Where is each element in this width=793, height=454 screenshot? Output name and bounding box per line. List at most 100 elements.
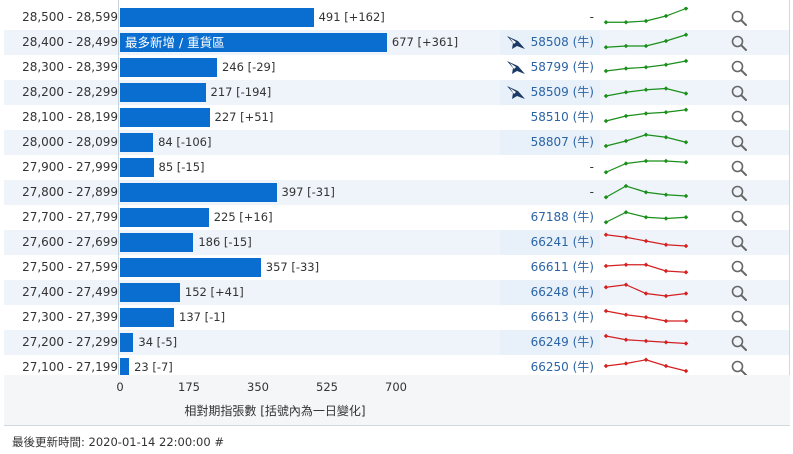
sparkline-point <box>603 219 609 225</box>
magnifier-icon[interactable] <box>731 60 747 76</box>
sparkline-point <box>623 312 629 318</box>
warrant-link[interactable]: 58807 (牛) <box>530 135 594 149</box>
bar-cell: 491 [+162] <box>120 5 500 30</box>
sparkline <box>603 232 689 249</box>
price-range-label: 28,200 - 28,299 <box>22 85 118 99</box>
sparkline-point <box>663 38 669 44</box>
warrant-cell: 58509 (牛) <box>500 80 600 105</box>
magnifier-icon[interactable] <box>731 335 747 351</box>
sparkline-point <box>683 341 689 346</box>
price-range-label: 27,400 - 27,499 <box>22 285 118 299</box>
warrant-link[interactable]: 66611 (牛) <box>530 260 594 274</box>
bar-value-label: 85 [-15] <box>158 160 205 174</box>
x-axis <box>4 375 790 425</box>
x-tick-label: 175 <box>178 380 200 394</box>
sparkline-point <box>603 118 609 124</box>
sparkline-point <box>643 338 649 344</box>
bar-cell: 85 [-15] <box>120 155 500 180</box>
magnifier-icon[interactable] <box>731 10 747 26</box>
sparkline-point <box>683 107 689 113</box>
bar <box>120 58 217 77</box>
panel-border <box>789 0 790 425</box>
table-row: 28,300 - 28,399 246 [-29] 58799 (牛) <box>4 55 790 80</box>
price-range-label: 27,500 - 27,599 <box>22 260 118 274</box>
sparkline-point <box>603 194 609 200</box>
sparkline <box>603 308 689 324</box>
sparkline-point <box>683 318 689 324</box>
sparkline <box>603 86 689 99</box>
bull-warrant-icon <box>507 86 525 99</box>
bar-value-label: 152 [+41] <box>184 285 244 299</box>
sparkline-point <box>603 284 609 290</box>
price-range-label: 27,700 - 27,799 <box>22 210 118 224</box>
warrant-link[interactable]: 66613 (牛) <box>530 310 594 324</box>
sparkline-point <box>603 232 609 238</box>
sparkline-point <box>643 314 649 320</box>
warrant-link[interactable]: 58799 (牛) <box>530 60 594 74</box>
sparkline-point <box>643 158 649 164</box>
sparkline <box>603 209 689 225</box>
sparkline-point <box>683 269 689 275</box>
bar-cell: 227 [+51] <box>120 105 500 130</box>
sparkline <box>603 7 689 25</box>
magnifier-icon[interactable] <box>731 185 747 201</box>
x-tick-label: 700 <box>385 380 407 394</box>
magnifier-icon[interactable] <box>731 285 747 301</box>
magnifier-icon[interactable] <box>731 260 747 276</box>
bull-warrant-icon <box>507 36 525 49</box>
sparkline-point <box>663 293 669 299</box>
price-range-label: 27,600 - 27,699 <box>22 235 118 249</box>
magnifier-icon[interactable] <box>731 85 747 101</box>
bar-cell: 23 [-7] <box>120 355 500 380</box>
chart-panel: 28,500 - 28,599 491 [+162] - 28,400 - 28,49… <box>4 0 790 454</box>
price-range-label: 28,000 - 28,099 <box>22 135 118 149</box>
sparkline-point <box>623 19 629 25</box>
x-axis-label: 相對期指張數 [括號內為一日變化] <box>184 404 366 418</box>
sparkline <box>603 357 689 374</box>
sparkline-point <box>643 238 649 244</box>
price-range-label: 28,100 - 28,199 <box>22 110 118 124</box>
warrant-cell: 66250 (牛) <box>500 355 600 380</box>
warrant-empty: - <box>589 160 594 174</box>
x-tick-label: 350 <box>247 380 269 394</box>
bar-cell: 34 [-5] <box>120 330 500 355</box>
bar <box>120 8 314 27</box>
price-range-label: 28,300 - 28,399 <box>22 60 118 74</box>
warrant-link[interactable]: 66250 (牛) <box>530 360 594 374</box>
sparkline <box>603 32 689 50</box>
warrant-link[interactable]: 67188 (牛) <box>530 210 594 224</box>
magnifier-icon[interactable] <box>731 135 747 151</box>
magnifier-icon[interactable] <box>731 110 747 126</box>
warrant-link[interactable]: 66248 (牛) <box>530 285 594 299</box>
warrant-link[interactable]: 58509 (牛) <box>530 85 594 99</box>
table-row: 27,100 - 27,199 23 [-7] 66250 (牛) <box>4 355 790 380</box>
bar-value-label: 491 [+162] <box>318 10 385 24</box>
magnifier-icon[interactable] <box>731 310 747 326</box>
bar-cell: 137 [-1] <box>120 305 500 330</box>
warrant-cell: 58508 (牛) <box>500 30 600 55</box>
bar-cell: 84 [-106] <box>120 130 500 155</box>
bar-annotation: 最多新增 / 重貨區 <box>125 35 225 50</box>
bar-cell: 225 [+16] <box>120 205 500 230</box>
sparkline-point <box>663 216 669 221</box>
warrant-link[interactable]: 58508 (牛) <box>530 35 594 49</box>
magnifier-icon[interactable] <box>731 160 747 176</box>
table-row: 28,100 - 28,199 227 [+51] 58510 (牛) <box>4 105 790 130</box>
sparkline-point <box>663 363 669 369</box>
price-range-label: 27,300 - 27,399 <box>22 310 118 324</box>
magnifier-icon[interactable] <box>731 360 747 376</box>
sparkline-point <box>663 86 669 91</box>
warrant-link[interactable]: 66249 (牛) <box>530 335 594 349</box>
table-row: 28,000 - 28,099 84 [-106] 58807 (牛) <box>4 130 790 155</box>
warrant-link[interactable]: 58510 (牛) <box>530 110 594 124</box>
magnifier-icon[interactable] <box>731 235 747 251</box>
bar-cell: 152 [+41] <box>120 280 500 305</box>
warrant-cell: 66248 (牛) <box>500 280 600 305</box>
sparkline-point <box>603 44 609 50</box>
warrant-cell: 66611 (牛) <box>500 255 600 280</box>
magnifier-icon[interactable] <box>731 35 747 51</box>
warrant-link[interactable]: 66241 (牛) <box>530 235 594 249</box>
price-range-label: 27,200 - 27,299 <box>22 335 118 349</box>
sparkline-point <box>623 183 629 189</box>
magnifier-icon[interactable] <box>731 210 747 226</box>
